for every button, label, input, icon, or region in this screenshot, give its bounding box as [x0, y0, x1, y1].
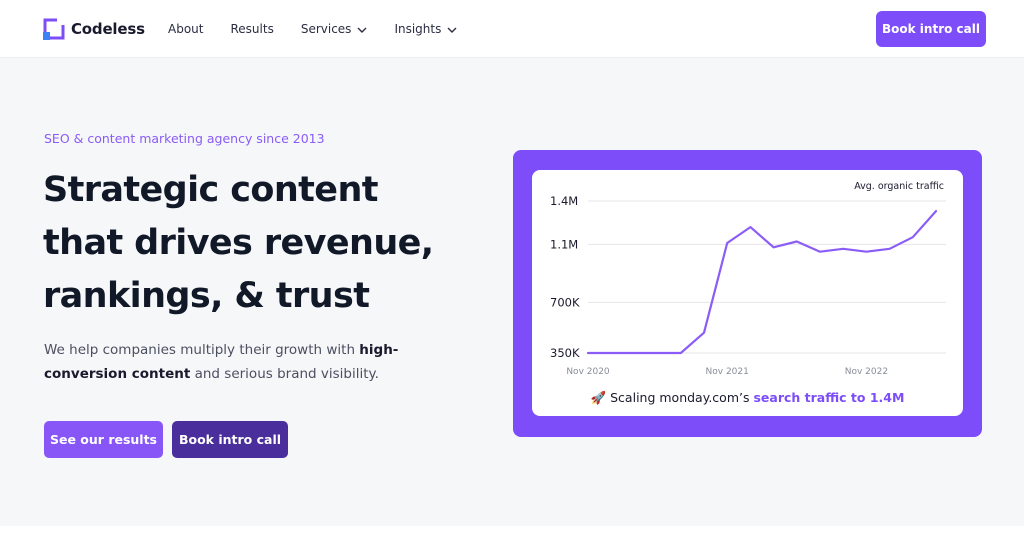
- y-tick-label: 1.1M: [550, 237, 578, 251]
- nav-services[interactable]: Services: [301, 22, 368, 36]
- chart-caption: 🚀 Scaling monday.com’s search traffic to…: [532, 390, 963, 406]
- chart-card: [532, 170, 963, 416]
- traffic-line-chart: 350K 700K 1.1M 1.4M Nov 2020 Nov 2021 Nov 2022…: [550, 181, 946, 377]
- section-divider: [0, 526, 1024, 534]
- subtext-part-1: We help companies multiply their growth …: [44, 342, 360, 358]
- rocket-icon: 🚀: [590, 390, 607, 405]
- codeless-logo-icon: [43, 18, 65, 40]
- subtext-part-2: and serious brand visibility.: [190, 366, 379, 382]
- y-tick-label: 1.4M: [550, 194, 578, 208]
- headline-line: that drives revenue,: [43, 223, 434, 263]
- series-line: [586, 209, 938, 355]
- hero-subtext: We help companies multiply their growth …: [44, 338, 424, 386]
- main-nav: About Results Services Insights: [168, 22, 484, 36]
- x-tick-label: Nov 2021: [706, 367, 749, 377]
- nav-results[interactable]: Results: [230, 22, 273, 36]
- headline-line: Strategic content: [43, 170, 379, 210]
- nav-insights-label: Insights: [394, 22, 442, 36]
- nav-about[interactable]: About: [168, 22, 203, 36]
- x-tick-label: Nov 2020: [566, 367, 610, 377]
- chevron-down-icon: [357, 22, 367, 36]
- book-intro-call-nav-button[interactable]: Book intro call: [876, 11, 986, 47]
- see-our-results-button[interactable]: See our results: [44, 421, 163, 458]
- logo[interactable]: Codeless: [43, 18, 145, 40]
- hero-eyebrow: SEO & content marketing agency since 201…: [44, 131, 325, 146]
- nav-services-label: Services: [300, 22, 352, 36]
- subtext-bold: high-conversion content: [44, 342, 399, 382]
- nav-insights[interactable]: Insights: [394, 22, 457, 36]
- y-tick-label: 350K: [550, 346, 580, 360]
- legend-label: Avg. organic traffic: [854, 181, 944, 192]
- brand-name: Codeless: [71, 20, 145, 38]
- x-tick-label: Nov 2022: [845, 367, 888, 377]
- top-navigation: Codeless About Results Services Insights…: [0, 0, 1024, 58]
- chevron-down-icon: [447, 22, 457, 36]
- nav-results-label: Results: [230, 22, 274, 36]
- caption-text: Scaling monday.com’s: [610, 390, 754, 405]
- caption-highlight: search traffic to 1.4M: [753, 390, 905, 405]
- hero-headline: Strategic content that drives revenue, r…: [43, 164, 434, 323]
- headline-line: rankings, & trust: [43, 276, 370, 316]
- book-intro-call-button[interactable]: Book intro call: [172, 421, 288, 458]
- y-tick-label: 700K: [550, 295, 580, 309]
- nav-about-label: About: [168, 22, 204, 36]
